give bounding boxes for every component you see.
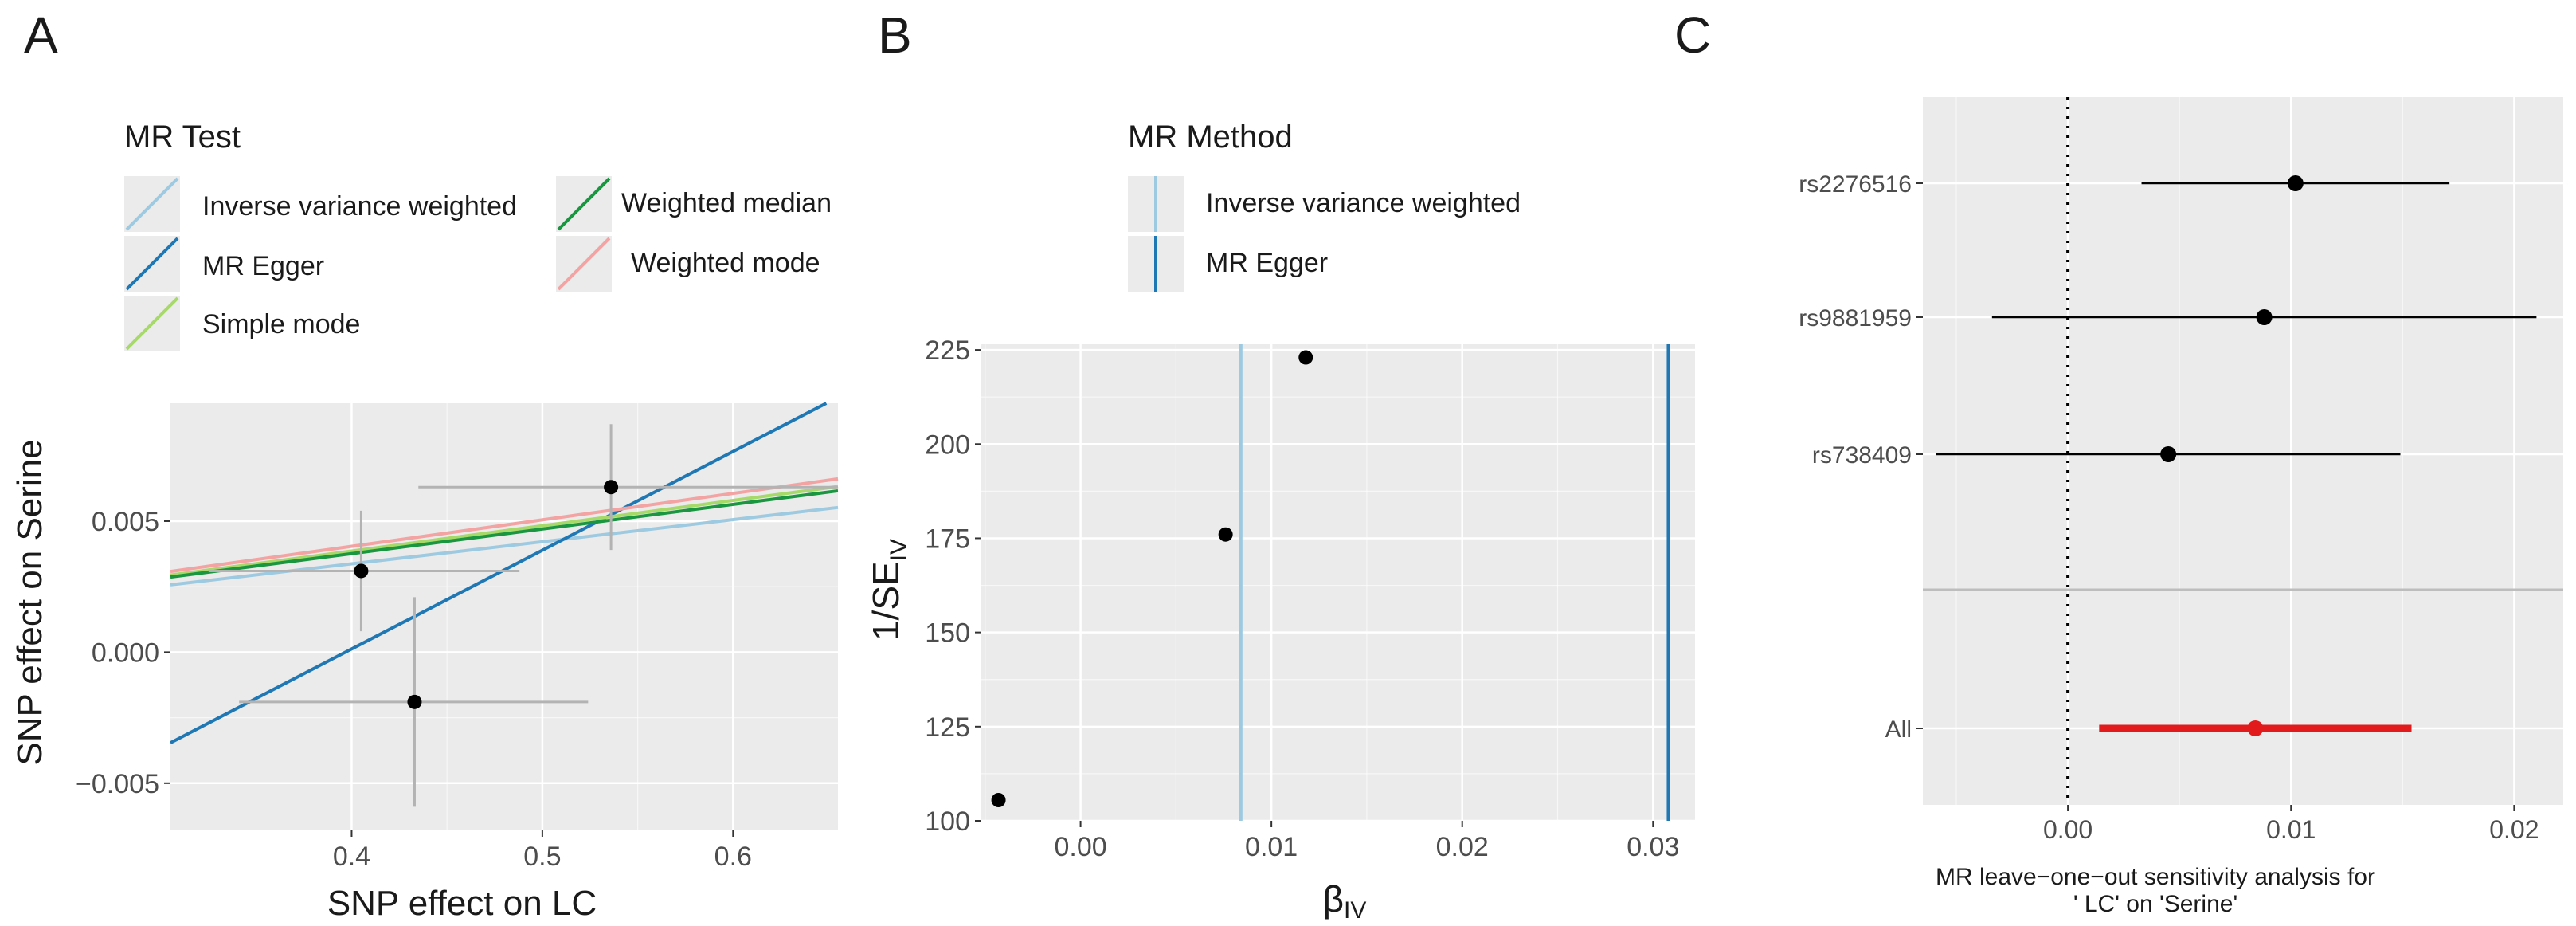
panel-a-legend-title: MR Test	[124, 120, 241, 155]
panel-a: A MR Test Inverse variance weighted MR E…	[10, 6, 839, 923]
panel-a-legend: MR Test Inverse variance weighted MR Egg…	[124, 120, 832, 351]
funnel-x-axis-title: βIV	[1323, 878, 1367, 924]
y-tick-label: 225	[925, 335, 970, 366]
legend-entry-simple-mode: Simple mode	[124, 296, 360, 351]
forest-row-label: All	[1885, 716, 1912, 743]
data-point	[407, 694, 422, 709]
forest-ticks: 0.00 0.01 0.02 rs2276516 rs9881959 rs738409 Al…	[1799, 171, 2539, 844]
legend-swatch-weighted-median	[557, 177, 611, 231]
y-tick-label: −0.005	[76, 769, 159, 799]
legend-swatch-mr-egger	[125, 237, 179, 291]
y-tick-label: 200	[925, 430, 970, 460]
data-point	[1298, 350, 1313, 365]
data-point	[604, 480, 619, 495]
legend-label-simple-mode: Simple mode	[202, 309, 360, 339]
forest-plot: 0.00 0.01 0.02 rs2276516 rs9881959 rs738409 Al…	[1799, 97, 2563, 844]
panel-b-legend-title: MR Method	[1128, 120, 1293, 155]
snp-estimate-point	[2256, 309, 2273, 325]
scatter-ticks: 0.4 0.5 0.6 −0.005 0.000 0.005	[76, 507, 752, 872]
y-tick-label: 0.005	[92, 507, 159, 537]
y-tick-label: 0.000	[92, 638, 159, 668]
scatter-x-axis-title: SNP effect on LC	[327, 884, 597, 923]
funnel-y-axis-title-sub: IV	[886, 539, 912, 561]
x-tick-label: 0.4	[333, 842, 370, 872]
snp-estimate-point	[2287, 175, 2304, 191]
legend-swatch-weighted-mode	[557, 237, 611, 291]
funnel-plot-panel	[981, 344, 1695, 821]
data-point	[1218, 527, 1233, 542]
y-tick-label: 125	[925, 712, 970, 743]
x-tick-label: 0.5	[523, 842, 561, 872]
panel-b-letter: B	[878, 6, 912, 64]
panel-c: C 0.00 0.01 0.02 rs2276516 rs9881959 rs738409…	[1674, 6, 2563, 917]
legend-entry-weighted-median: Weighted median	[556, 176, 832, 232]
legend-entry-ivw-method: Inverse variance weighted	[1128, 176, 1521, 232]
y-tick-label: 150	[925, 618, 970, 649]
regression-line-mr-egger	[170, 402, 828, 744]
funnel-gridlines	[981, 344, 1695, 822]
regression-line-weighted-mode	[170, 477, 839, 574]
x-tick-label: 0.6	[714, 842, 752, 872]
snp-estimate-point	[2160, 446, 2177, 462]
funnel-estimate-lines	[1239, 344, 1670, 821]
legend-swatch-simple-mode	[125, 296, 179, 351]
scatter-gridlines	[170, 403, 838, 830]
legend-label-mr-egger: MR Egger	[202, 251, 324, 281]
legend-entry-mr-egger-method: MR Egger	[1128, 236, 1328, 292]
legend-entry-weighted-mode: Weighted mode	[556, 236, 820, 292]
x-tick-label: 0.02	[1436, 832, 1489, 862]
forest-row-label: rs2276516	[1799, 171, 1912, 198]
y-tick-label: 100	[925, 806, 970, 837]
panel-b-legend: MR Method Inverse variance weighted MR E…	[1128, 120, 1521, 292]
forest-plot-panel	[1923, 97, 2563, 805]
forest-rows	[1936, 175, 2537, 736]
panel-a-letter: A	[24, 6, 58, 64]
y-tick-label: 175	[925, 524, 970, 554]
legend-label-ivw-method: Inverse variance weighted	[1206, 188, 1521, 218]
funnel-plot: 0.00 0.01 0.02 0.03 100 125 150 175 200 225	[925, 335, 1695, 862]
funnel-x-axis-title-main: β	[1323, 878, 1344, 920]
legend-label-mr-egger-method: MR Egger	[1206, 248, 1328, 278]
forest-x-axis-title-line1: MR leave−one−out sensitivity analysis fo…	[1936, 864, 2375, 890]
x-tick-label: 0.01	[2266, 815, 2316, 844]
x-tick-label: 0.03	[1627, 832, 1679, 862]
forest-row-label: rs738409	[1812, 442, 1912, 469]
overall-estimate-point	[2247, 720, 2264, 736]
panel-b: B MR Method Inverse variance weighted MR…	[865, 6, 1695, 924]
x-tick-label: 0.01	[1245, 832, 1298, 862]
scatter-points	[354, 480, 619, 709]
legend-label-ivw: Inverse variance weighted	[202, 191, 517, 222]
forest-x-axis-title-line2: ' LC' on 'Serine'	[2073, 891, 2237, 917]
funnel-points	[991, 350, 1313, 807]
data-point	[991, 793, 1006, 807]
legend-swatch-ivw	[125, 177, 179, 231]
regression-line-simple-mode	[170, 485, 839, 577]
x-tick-label: 0.00	[2043, 815, 2093, 844]
funnel-x-axis-title-sub: IV	[1344, 897, 1366, 924]
funnel-ticks: 0.00 0.01 0.02 0.03 100 125 150 175 200 225	[925, 335, 1679, 862]
legend-label-weighted-median: Weighted median	[621, 188, 832, 218]
regression-line-weighted-median	[170, 489, 839, 579]
legend-label-weighted-mode: Weighted mode	[631, 248, 820, 278]
forest-row-label: rs9881959	[1799, 305, 1912, 332]
scatter-plot: 0.4 0.5 0.6 −0.005 0.000 0.005	[76, 402, 839, 872]
funnel-y-axis-title-main: 1/SE	[865, 561, 906, 641]
x-tick-label: 0.00	[1054, 832, 1106, 862]
funnel-y-axis-title: 1/SEIV	[865, 539, 912, 641]
scatter-y-axis-title: SNP effect on Serine	[10, 439, 49, 765]
data-point	[354, 563, 369, 579]
scatter-plot-panel	[170, 403, 838, 830]
legend-entry-mr-egger: MR Egger	[124, 236, 324, 292]
panel-c-letter: C	[1674, 6, 1711, 64]
legend-entry-ivw: Inverse variance weighted	[124, 176, 517, 232]
x-tick-label: 0.02	[2489, 815, 2539, 844]
